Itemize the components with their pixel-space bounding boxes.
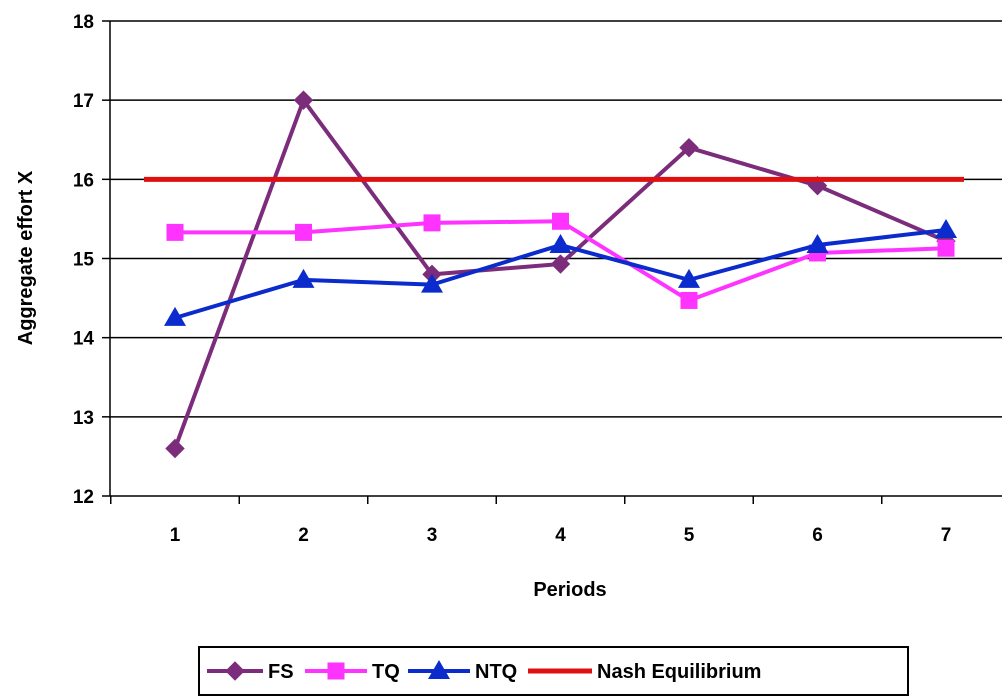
y-tick-label: 12 — [73, 487, 94, 508]
legend-item-tq: TQ — [305, 661, 400, 683]
data-point-ntq — [421, 273, 443, 293]
x-tick-label: 6 — [812, 525, 823, 546]
x-tick-label: 1 — [170, 525, 181, 546]
x-tick-label: 3 — [427, 525, 438, 546]
x-tick-label: 4 — [555, 525, 566, 546]
data-point-ntq — [935, 219, 957, 238]
legend-label-fs: FS — [268, 661, 294, 683]
legend-label-nash-equilibrium: Nash Equilibrium — [597, 661, 761, 683]
y-tick-label: 13 — [73, 408, 94, 429]
data-point-ntq — [164, 306, 186, 326]
y-tick-label: 15 — [73, 250, 95, 271]
series-lines — [144, 90, 964, 459]
legend-item-ntq: NTQ — [408, 660, 517, 683]
legend-item-nash-equilibrium: Nash Equilibrium — [528, 661, 761, 683]
y-tick-label: 16 — [73, 170, 94, 191]
x-tick-label: 7 — [941, 525, 952, 546]
series-ntq — [164, 219, 957, 326]
legend-marker-fs — [225, 661, 245, 681]
data-point-fs — [550, 254, 571, 274]
legend-item-fs: FS — [207, 661, 294, 683]
axes — [102, 20, 1002, 504]
legend-label-ntq: NTQ — [475, 661, 517, 683]
y-tick-label: 14 — [73, 329, 95, 350]
legend-items: FS TQ NTQ Nash Equilibrium — [207, 660, 761, 683]
data-point-tq — [295, 223, 312, 241]
x-axis-title: Periods — [533, 579, 606, 601]
legend-marker-ntq — [428, 660, 450, 679]
y-tick-label: 17 — [73, 91, 94, 112]
y-tick-label: 18 — [73, 12, 94, 33]
data-point-tq — [680, 291, 698, 309]
legend: FS TQ NTQ Nash Equilibrium — [198, 646, 909, 696]
x-tick-label: 2 — [298, 525, 309, 546]
data-point-fs — [165, 438, 185, 459]
data-point-fs — [679, 137, 699, 158]
x-tick-label: 5 — [684, 525, 695, 546]
y-axis-title: Aggregate effort X — [15, 170, 37, 345]
data-point-fs — [293, 90, 314, 110]
data-point-tq — [937, 239, 955, 257]
data-point-tq — [552, 212, 569, 230]
legend-label-tq: TQ — [372, 661, 400, 683]
legend-marker-tq — [327, 662, 345, 680]
data-point-tq — [423, 214, 441, 232]
data-point-ntq — [549, 234, 572, 254]
data-point-ntq — [806, 234, 829, 254]
data-point-ntq — [678, 268, 700, 288]
data-point-tq — [166, 223, 184, 241]
data-point-ntq — [292, 268, 315, 288]
